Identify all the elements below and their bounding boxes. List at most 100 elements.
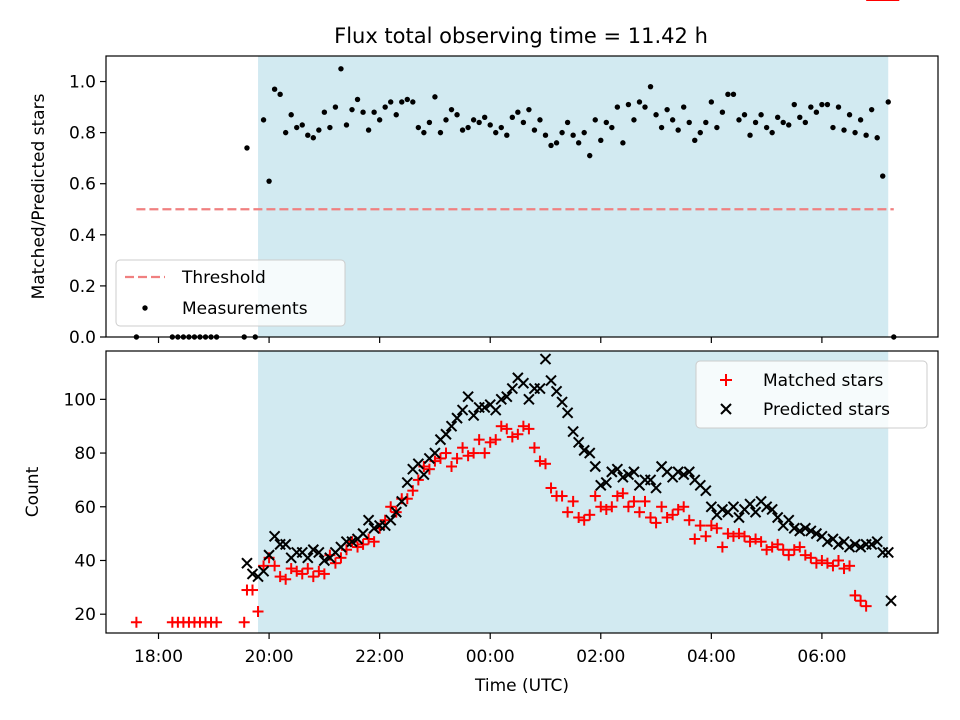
measurement-point [470,117,477,123]
bottom-y-ticks: 20 40 60 80 100 [64,390,106,625]
matched-star-point [368,536,380,548]
measurement-point [454,112,460,118]
predicted-marker-b [490,404,502,416]
y-tick-label: 40 [74,551,96,571]
legend-predicted-swatch [720,403,732,415]
matched-star-point [269,560,281,572]
measurement-point [846,112,853,118]
predicted-marker-b [677,468,690,481]
predicted-marker-b [396,495,408,508]
predicted-star-point [396,495,408,508]
measurement-point [504,132,510,138]
predicted-star-point [418,468,430,481]
predicted-star-point [843,541,856,553]
measurement-point [669,117,676,123]
bottom-legend: Matched stars Predicted stars [695,360,928,429]
matched-star-point [479,447,491,459]
matched-star-point [755,536,767,548]
measurement-point [692,137,698,143]
predicted-star-point [313,546,325,559]
measurement-point [393,112,399,118]
matched-star-point [490,434,502,446]
predicted-marker-b [885,595,897,607]
matched-star-point [357,538,369,550]
measurement-point [758,112,764,118]
predicted-marker-b [545,374,557,387]
predicted-star-point [821,535,834,548]
matched-star-point [733,528,745,540]
matched-star-point [766,541,778,553]
measurement-point [338,66,344,72]
predicted-marker-b [755,495,767,508]
measurement-point [459,127,466,133]
measurement-point [763,124,770,131]
measurement-point [813,109,820,115]
x-tick-label: 20:00 [245,647,294,667]
measurement-point [310,135,317,141]
matched-star-point [280,573,292,585]
predicted-star-point [550,385,563,397]
predicted-marker-b [611,463,624,475]
predicted-star-point [716,503,729,516]
predicted-star-point [854,541,867,553]
predicted-marker-b [606,466,618,478]
measurement-point [410,99,416,105]
predicted-star-point [263,549,275,561]
matched-star-point [672,503,684,515]
y-tick-label: 0.6 [69,175,96,195]
matched-star-point [363,533,375,545]
legend-predicted-b [720,403,732,415]
predicted-star-point [849,538,861,551]
measurement-point [714,124,720,131]
measurement-point [730,91,737,98]
predicted-marker-b [279,538,292,551]
y-tick-label: 80 [74,444,96,464]
measurement-point [708,99,715,105]
matched-star-point [534,455,546,467]
predicted-star-point [788,522,800,534]
measurement-point [526,106,532,113]
matched-star-point [744,536,756,548]
measurement-point [725,91,731,98]
matched-star-point [750,533,762,545]
predicted-marker-b [882,546,894,559]
predicted-marker-b [617,471,629,483]
matched-star-point [622,501,634,513]
predicted-star-point [246,568,259,580]
measurement-point [481,114,488,121]
predicted-star-point [534,382,546,395]
matched-star-point [722,528,734,540]
matched-star-point [606,501,618,513]
matched-star-point [705,520,717,532]
predicted-marker-b [484,399,496,411]
predicted-marker-b [744,498,756,510]
measurement-point [885,99,891,105]
measurement-point [376,117,383,123]
predicted-marker-b [827,533,839,545]
predicted-star-point [346,535,358,548]
matched-star-point [689,533,701,545]
predicted-star-point [733,511,745,524]
matched-star-point [274,571,286,583]
matched-star-point [545,482,557,494]
predicted-star-point [617,471,629,483]
measurement-point [697,129,703,136]
predicted-marker-b [539,353,552,365]
top-axes-frame [105,55,939,338]
measurement-point [769,129,775,136]
predicted-star-point [650,482,662,494]
legend-box [695,360,928,429]
predicted-star-point [810,527,823,540]
measurement-point [830,124,836,131]
matched-star-point [656,501,668,513]
y-tick-label: 20 [74,605,96,625]
legend-predicted-label: Predicted stars [763,400,890,420]
predicted-star-point [401,476,413,489]
predicted-star-point [307,544,320,556]
matched-star-point [329,557,341,569]
measurement-point [868,106,875,113]
measurement-point [493,129,499,136]
measurement-point [791,101,797,108]
matched-star-point [683,514,695,526]
